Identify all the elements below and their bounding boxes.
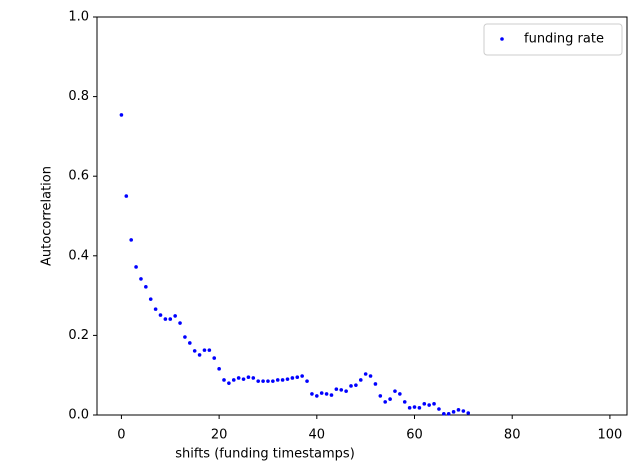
point — [378, 394, 383, 398]
point — [456, 408, 461, 412]
point — [339, 388, 344, 392]
point — [207, 348, 212, 352]
point — [227, 381, 231, 385]
point — [310, 392, 314, 396]
point — [124, 194, 129, 198]
point — [461, 409, 466, 413]
point — [251, 376, 256, 380]
point — [363, 372, 368, 376]
x-tick-label: 60 — [406, 428, 423, 443]
legend-box — [483, 23, 623, 56]
x-tick-label: 100 — [597, 428, 622, 443]
x-tick-label: 0 — [117, 428, 125, 443]
point — [290, 376, 295, 380]
point — [183, 335, 187, 339]
point — [295, 375, 300, 379]
point — [329, 393, 334, 397]
point — [349, 384, 353, 388]
point — [300, 374, 304, 378]
point — [466, 411, 471, 415]
point — [305, 379, 309, 383]
point — [432, 402, 436, 406]
point — [256, 379, 260, 383]
point — [139, 277, 143, 281]
point — [446, 412, 451, 416]
point — [417, 406, 422, 410]
point — [129, 238, 133, 242]
point — [173, 314, 177, 318]
y-tick-label: 0.2 — [68, 328, 89, 343]
point — [315, 394, 319, 398]
point — [222, 378, 226, 382]
point — [358, 378, 363, 382]
y-tick-label: 0.6 — [68, 169, 89, 184]
point — [280, 378, 285, 382]
point — [393, 389, 397, 393]
point — [402, 400, 407, 404]
point — [344, 389, 348, 393]
point — [217, 367, 221, 371]
y-tick-label: 1.0 — [68, 10, 89, 25]
point — [153, 307, 158, 311]
x-tick-label: 20 — [211, 428, 228, 443]
point — [368, 374, 373, 378]
x-tick-label: 40 — [309, 428, 326, 443]
point — [119, 113, 124, 117]
point — [427, 403, 431, 407]
y-tick-label: 0.4 — [68, 248, 89, 263]
point — [197, 353, 202, 357]
point — [246, 375, 251, 379]
point — [407, 406, 412, 410]
y-axis-label: Autocorrelation — [40, 166, 55, 266]
x-axis-label: shifts (funding timestamps) — [175, 447, 355, 462]
point — [285, 377, 290, 381]
point — [236, 376, 241, 380]
point — [442, 412, 446, 416]
point — [319, 391, 324, 395]
point — [275, 378, 280, 382]
point — [231, 378, 236, 382]
y-tick-label: 0.8 — [68, 89, 89, 104]
point — [134, 265, 138, 269]
point — [241, 377, 246, 381]
point — [412, 405, 417, 409]
point — [398, 392, 402, 396]
point — [422, 402, 427, 406]
y-tick-label: 0.0 — [68, 408, 89, 423]
legend-label: funding rate — [524, 32, 604, 47]
point — [354, 383, 358, 387]
point — [212, 356, 217, 360]
point — [148, 297, 153, 301]
point — [178, 321, 182, 325]
point — [192, 349, 197, 353]
legend-marker — [500, 37, 504, 41]
plot-frame — [96, 16, 628, 416]
point — [158, 313, 163, 317]
point — [334, 387, 339, 391]
point — [451, 410, 456, 414]
point — [373, 382, 378, 386]
point — [383, 400, 388, 404]
point — [324, 392, 329, 396]
point — [437, 407, 441, 411]
point — [261, 379, 265, 383]
point — [163, 317, 168, 321]
point — [388, 397, 392, 401]
x-tick-label: 80 — [504, 428, 521, 443]
point — [266, 379, 270, 383]
point — [202, 348, 207, 352]
point — [271, 379, 275, 383]
point — [168, 317, 173, 321]
point — [188, 341, 192, 345]
point — [144, 285, 148, 289]
